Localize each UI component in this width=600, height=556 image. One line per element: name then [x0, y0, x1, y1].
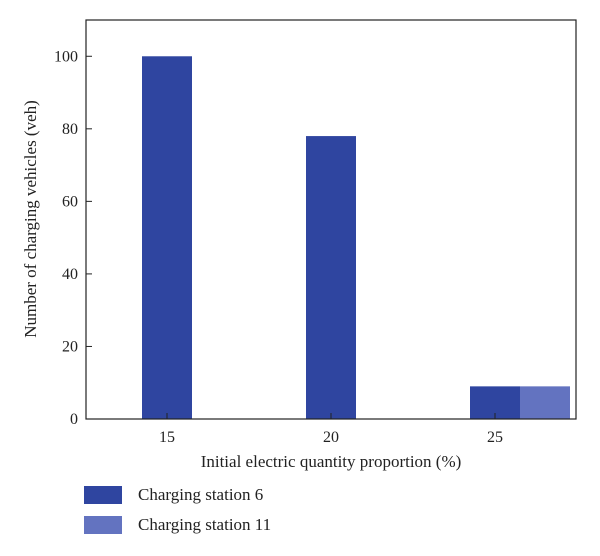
y-tick-label-80: 80: [62, 121, 78, 138]
legend-label-station-11: Charging station 11: [138, 515, 272, 534]
bar-series-1-cat-25: [520, 386, 570, 419]
x-tick-label-15: 15: [159, 429, 175, 446]
legend-swatch-station-6: [84, 486, 122, 504]
legend: Charging station 6 Charging station 11: [84, 480, 271, 540]
y-tick-label-0: 0: [70, 411, 78, 428]
bar-chart: 0 20 40 60 80 100 15 20 25 Initial electric qua…: [21, 19, 577, 471]
y-tick-label-40: 40: [62, 266, 78, 283]
legend-swatch-station-11: [84, 516, 122, 534]
y-axis-ticks: 0 20 40 60 80 100: [54, 48, 92, 428]
bars-group: [142, 56, 570, 419]
plot-frame: [85, 19, 577, 420]
x-tick-label-25: 25: [487, 429, 503, 446]
legend-label-station-6: Charging station 6: [138, 485, 264, 504]
x-tick-label-20: 20: [323, 429, 339, 446]
y-axis-title: Number of charging vehicles (veh): [21, 100, 40, 338]
x-axis-title: Initial electric quantity proportion (%): [201, 452, 462, 471]
bar-series-0-cat-20: [306, 136, 356, 419]
x-axis-ticks: 15 20 25: [159, 413, 503, 446]
legend-item-station-6: Charging station 6: [84, 480, 271, 510]
bar-series-0-cat-15: [142, 56, 192, 419]
y-tick-label-60: 60: [62, 193, 78, 210]
y-tick-label-20: 20: [62, 338, 78, 355]
legend-item-station-11: Charging station 11: [84, 510, 271, 540]
y-tick-label-100: 100: [54, 48, 78, 65]
